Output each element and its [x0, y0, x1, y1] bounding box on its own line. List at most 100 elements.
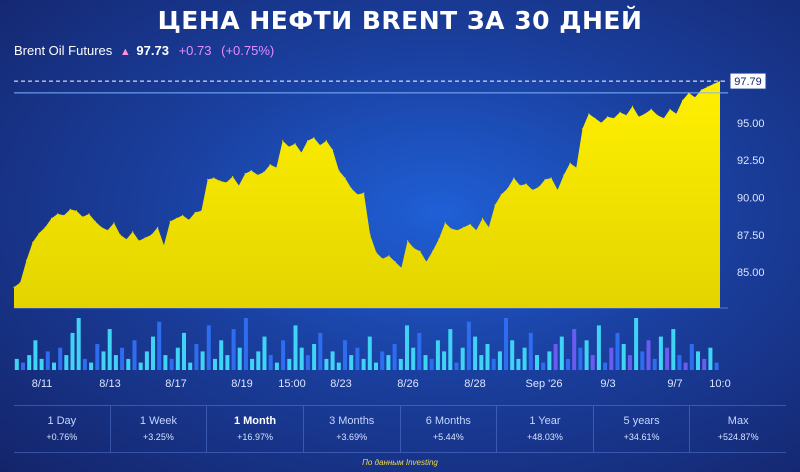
price-point — [438, 238, 440, 240]
price-point — [175, 217, 177, 219]
period-change: +34.61% — [623, 432, 660, 442]
volume-bar — [194, 344, 199, 370]
volume-bar — [485, 344, 490, 370]
volume-bar — [256, 351, 261, 370]
price-change-percent: (+0.75%) — [221, 43, 275, 58]
price-point — [719, 80, 721, 82]
price-point — [375, 252, 377, 254]
x-tick-label: 15:00 — [278, 378, 306, 390]
price-point — [500, 193, 502, 196]
price-point — [238, 184, 240, 187]
price-point — [638, 116, 640, 118]
price-point — [400, 267, 402, 269]
volume-bar — [45, 351, 50, 370]
volume-bar — [206, 325, 211, 370]
volume-bar — [646, 340, 651, 370]
volume-bar — [243, 318, 248, 370]
period-tab-4[interactable]: 6 Months +5.44% — [401, 406, 498, 452]
price-point — [706, 86, 709, 88]
triangle-up-icon: ▲ — [119, 46, 131, 58]
price-point — [157, 226, 159, 228]
period-label: 6 Months — [425, 415, 471, 427]
volume-bar — [349, 355, 354, 370]
price-point — [219, 180, 221, 182]
period-change: +48.03% — [527, 432, 563, 442]
volume-bar — [435, 340, 440, 370]
x-tick-label: 8/23 — [330, 378, 351, 390]
price-point — [119, 234, 121, 236]
price-point — [656, 114, 659, 116]
period-tab-7[interactable]: Max +524.87% — [690, 406, 786, 452]
period-tab-5[interactable]: 1 Year +48.03% — [497, 406, 594, 452]
price-point — [338, 170, 340, 172]
price-area — [14, 81, 720, 308]
x-tick-label: 10:0 — [709, 378, 730, 390]
volume-bar — [225, 355, 230, 370]
period-label: 5 years — [623, 415, 660, 427]
period-tab-6[interactable]: 5 years +34.61% — [594, 406, 691, 452]
volume-bar — [398, 358, 403, 370]
y-tick-label: 85.00 — [737, 267, 765, 279]
price-point — [169, 220, 171, 222]
volume-bar — [231, 329, 236, 370]
volume-bar — [39, 358, 44, 370]
volume-bar — [683, 362, 688, 370]
volume-bar — [355, 347, 360, 370]
volume-bar — [330, 351, 335, 370]
price-point — [300, 152, 302, 154]
period-change: +524.87% — [717, 432, 759, 442]
price-point — [475, 229, 477, 231]
price-point — [313, 137, 315, 139]
price-point — [563, 174, 565, 176]
period-tab-3[interactable]: 3 Months +3.69% — [304, 406, 401, 452]
volume-bar — [491, 358, 496, 370]
price-point — [57, 213, 59, 215]
volume-bar — [696, 351, 700, 370]
price-point — [107, 229, 109, 231]
volume-bar — [689, 344, 694, 370]
price-point — [269, 164, 271, 166]
price-change: +0.73 — [178, 43, 212, 58]
price-point — [225, 181, 227, 184]
volume-bar — [293, 325, 298, 370]
x-tick-label: 9/7 — [667, 378, 682, 390]
period-change: +16.97% — [237, 432, 273, 442]
volume-bar — [250, 358, 255, 370]
volume-bar — [89, 362, 94, 370]
x-tick-label: 9/3 — [600, 378, 615, 390]
volume-bar — [336, 362, 341, 370]
price-point — [207, 178, 209, 181]
price-point — [600, 122, 602, 124]
price-point — [444, 222, 446, 224]
period-label: 1 Day — [47, 415, 77, 427]
volume-bar — [126, 358, 131, 370]
volume-bar — [541, 362, 546, 370]
volume-bar — [665, 347, 670, 370]
y-tick-label: 95.00 — [737, 118, 765, 130]
volume-bar — [522, 347, 527, 370]
price-point — [113, 222, 115, 224]
price-point — [75, 210, 78, 212]
volume-bar — [708, 347, 713, 370]
volume-bar — [343, 340, 347, 370]
volume-bar — [132, 340, 137, 370]
period-tab-0[interactable]: 1 Day +0.76% — [14, 406, 111, 452]
price-point — [244, 173, 246, 175]
volume-bar — [714, 362, 719, 370]
price-point — [188, 219, 190, 221]
price-point — [519, 184, 521, 187]
period-tab-2[interactable]: 1 Month +16.97% — [207, 406, 304, 452]
price-point — [557, 189, 559, 191]
price-point — [263, 171, 265, 173]
price-point — [394, 261, 396, 263]
price-point — [163, 244, 165, 246]
volume-bar — [596, 325, 601, 370]
price-point — [538, 186, 540, 188]
period-tab-1[interactable]: 1 Week +3.25% — [111, 406, 208, 452]
price-point — [588, 113, 590, 115]
price-point — [407, 240, 409, 242]
price-point — [350, 187, 352, 190]
price-point — [644, 113, 646, 115]
volume-bar — [510, 340, 515, 370]
price-point — [25, 259, 28, 261]
